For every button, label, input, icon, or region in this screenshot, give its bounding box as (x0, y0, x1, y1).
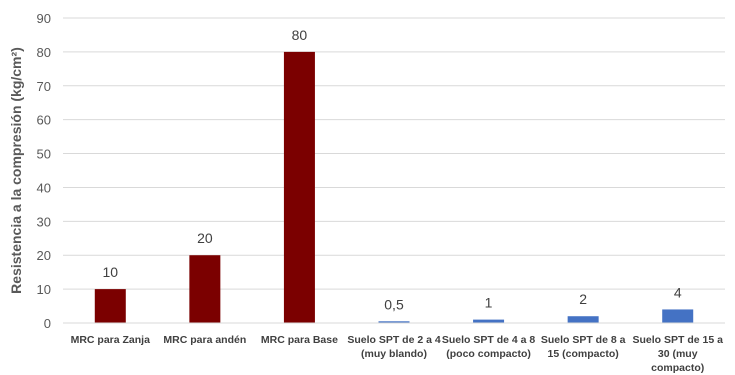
data-label: 2 (579, 291, 587, 307)
y-axis-ticks: 0 10 20 30 40 50 60 70 80 90 (37, 11, 51, 331)
bar (662, 309, 694, 323)
x-category-label: MRC para Zanja (71, 334, 151, 346)
data-label: 0,5 (384, 296, 404, 312)
x-axis-category-labels: MRC para Zanja MRC para andén MRC para Bas… (71, 334, 723, 374)
bar (473, 319, 505, 323)
y-tick-label: 70 (37, 79, 51, 94)
y-tick-label: 80 (37, 45, 51, 60)
bar (94, 289, 126, 323)
x-category-label: MRC para andén (163, 334, 246, 346)
y-axis-title: Resistencia a la compresión (kg/cm²) (8, 47, 24, 294)
x-category-label: Suelo SPT de 4 a 8 (poco compacto) (442, 334, 536, 360)
y-tick-label: 40 (37, 180, 51, 195)
y-tick-label: 0 (44, 316, 51, 331)
y-tick-label: 30 (37, 214, 51, 229)
data-label: 80 (292, 27, 308, 43)
y-tick-label: 20 (37, 248, 51, 263)
bar (189, 255, 221, 323)
data-labels: 10 20 80 0,5 1 2 4 (102, 27, 681, 312)
y-tick-label: 10 (37, 282, 51, 297)
y-tick-label: 90 (37, 11, 51, 26)
data-label: 10 (102, 264, 118, 280)
data-label: 1 (485, 295, 493, 311)
x-category-label: Suelo SPT de 8 a 15 (compacto) (541, 334, 626, 360)
x-category-label: MRC para Base (261, 334, 338, 346)
bar (378, 321, 410, 323)
gridlines (63, 17, 725, 290)
data-label: 20 (197, 230, 213, 246)
bar (283, 51, 315, 324)
x-category-label: Suelo SPT de 2 a 4 (muy blando) (347, 334, 441, 360)
y-tick-label: 60 (37, 113, 51, 128)
y-tick-label: 50 (37, 147, 51, 162)
bars (94, 51, 694, 324)
bar (567, 316, 599, 323)
x-category-label: Suelo SPT de 15 a 30 (muy compacto) (632, 334, 723, 374)
data-label: 4 (674, 284, 682, 300)
